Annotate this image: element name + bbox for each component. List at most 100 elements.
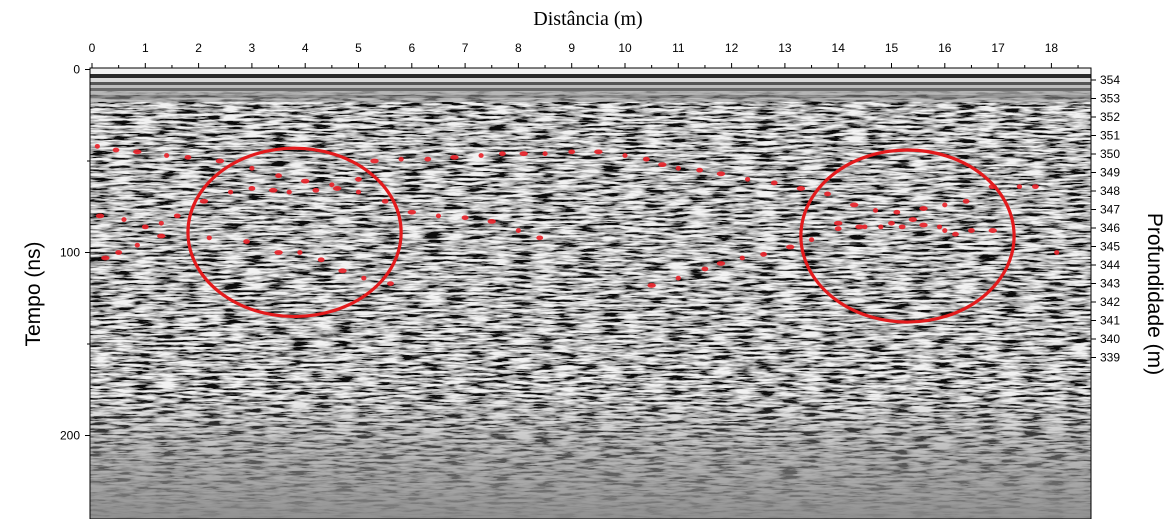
left-tick-label: 200 [60, 429, 80, 443]
reflector-marker [594, 149, 603, 155]
reflector-marker [101, 255, 110, 261]
x-tick-label: 11 [672, 41, 685, 55]
reflector-marker [478, 153, 484, 158]
right-tick-label: 351 [1100, 129, 1120, 143]
left-axis-ticks: 0 100 200 [60, 63, 90, 443]
reflector-marker [952, 231, 959, 237]
reflector-marker [355, 176, 362, 182]
right-tick-label: 354 [1100, 73, 1120, 87]
reflector-marker [760, 251, 767, 257]
reflector-marker [696, 167, 704, 173]
reflector-marker [435, 213, 442, 219]
x-tick-label: 10 [618, 41, 632, 55]
right-tick-label: 340 [1100, 332, 1120, 346]
x-tick-label: 5 [355, 41, 362, 55]
reflector-marker [164, 153, 170, 158]
annotation-circle-right [799, 148, 1016, 324]
reflector-marker [355, 189, 362, 195]
reflector-marker [962, 198, 970, 204]
reflector-marker [424, 156, 432, 162]
reflector-marker [249, 165, 255, 171]
x-tick-label: 18 [1045, 41, 1059, 55]
reflector-marker [536, 235, 544, 241]
x-tick-label: 1 [142, 41, 149, 55]
right-tick-label: 353 [1100, 92, 1120, 106]
reflector-marker [568, 149, 576, 155]
reflector-marker [134, 242, 140, 248]
right-tick-label: 344 [1100, 258, 1120, 272]
x-tick-label: 8 [515, 41, 522, 55]
reflector-marker [834, 220, 843, 226]
right-tick-label: 343 [1100, 277, 1120, 291]
radargram-image [90, 68, 1091, 519]
left-tick-label: 100 [60, 246, 80, 260]
reflector-marker [675, 275, 681, 281]
reflector-marker [361, 275, 367, 281]
reflector-marker [515, 228, 522, 233]
reflector-marker [499, 151, 506, 157]
reflector-marker [862, 224, 868, 230]
reflector-marker [919, 222, 928, 228]
right-tick-label: 347 [1100, 203, 1120, 217]
reflector-marker [808, 237, 815, 243]
reflector-marker [332, 186, 342, 191]
reflector-marker [157, 233, 166, 239]
reflector-marker [786, 244, 795, 250]
left-tick-label: 0 [73, 63, 80, 77]
reflector-marker [121, 217, 127, 222]
x-tick-label: 14 [832, 41, 846, 55]
reflector-marker [398, 156, 404, 162]
right-tick-label: 349 [1100, 166, 1120, 180]
reflector-marker [893, 209, 901, 215]
reflector-marker [642, 156, 650, 162]
reflector-marker [647, 283, 656, 288]
x-tick-label: 7 [462, 41, 469, 55]
reflector-marker [744, 176, 751, 182]
reflector-marker [381, 198, 389, 204]
reflector-markers [94, 143, 1060, 288]
reflector-marker [796, 186, 806, 191]
reflector-marker [487, 218, 496, 224]
reflector-marker [849, 202, 859, 208]
x-tick-label: 3 [249, 41, 256, 55]
reflector-marker [312, 187, 320, 193]
x-tick-label: 4 [302, 41, 309, 55]
x-tick-label: 9 [568, 41, 575, 55]
reflector-marker [275, 173, 282, 179]
direct-wave-bands [90, 68, 1091, 102]
right-axis-ticks: 354 353 352 351 350 349 348 347 346 345 344 343 342 3… [1091, 73, 1120, 365]
reflector-marker [199, 198, 209, 204]
plot-frame [89, 67, 1092, 519]
reflector-marker [317, 257, 325, 263]
x-tick-label: 0 [89, 41, 96, 55]
reflector-marker [387, 281, 394, 287]
reflector-marker [297, 250, 303, 255]
reflector-marker [872, 208, 879, 213]
annotation-circles [186, 146, 1016, 324]
reflector-marker [942, 202, 948, 208]
reflector-marker [133, 149, 142, 155]
reflector-marker [855, 224, 864, 230]
right-tick-label: 346 [1100, 221, 1120, 235]
reflector-marker [338, 268, 347, 274]
right-tick-label: 341 [1100, 314, 1120, 328]
right-tick-label: 339 [1100, 351, 1120, 365]
reflector-marker [329, 182, 335, 188]
reflector-marker [274, 250, 283, 255]
reflector-marker [243, 239, 250, 244]
x-axis-title: Distância (m) [533, 8, 642, 30]
x-tick-label: 13 [778, 41, 792, 55]
reflector-marker [878, 224, 884, 230]
reflector-marker [94, 143, 100, 149]
reflector-marker [942, 228, 948, 233]
reflector-marker [407, 209, 416, 215]
right-tick-label: 345 [1100, 240, 1120, 254]
reflector-marker [370, 158, 379, 164]
reflector-marker [658, 162, 667, 168]
x-tick-label: 15 [885, 41, 899, 55]
x-tick-label: 17 [991, 41, 1005, 55]
reflector-marker [770, 180, 778, 186]
right-tick-label: 350 [1100, 147, 1120, 161]
reflector-marker [519, 151, 528, 157]
